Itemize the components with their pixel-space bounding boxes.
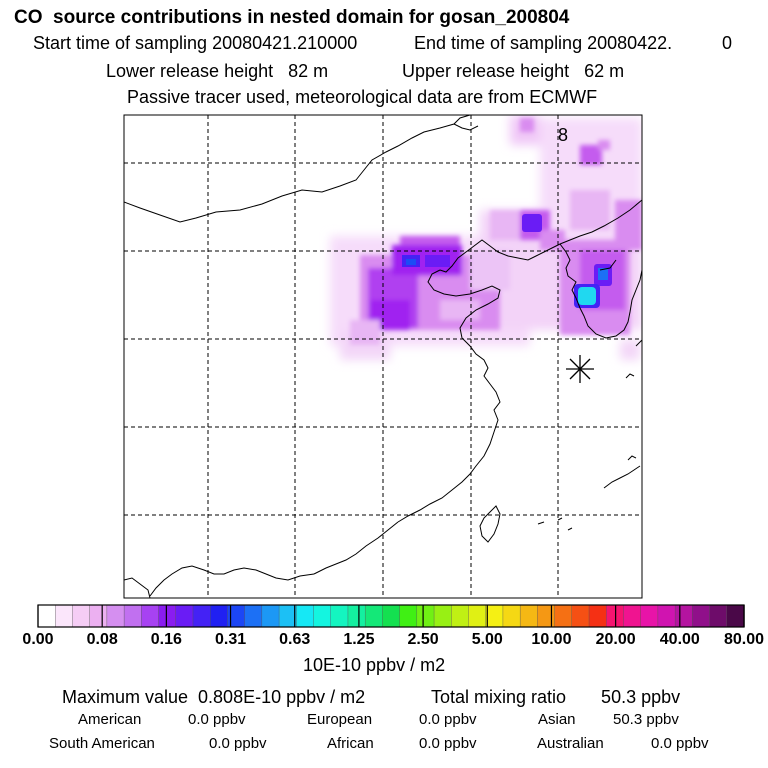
region-australian-label: Australian: [537, 735, 604, 752]
region-european-value: 0.0 ppbv: [419, 711, 477, 728]
region-african-label: African: [327, 735, 374, 752]
colorbar-tick-label: 2.50: [407, 631, 439, 648]
colorbar-cell: [709, 604, 728, 628]
colorbar-tick-label: 10.00: [531, 631, 572, 648]
colorbar-cell: [175, 604, 194, 628]
colorbar-cell: [537, 604, 556, 628]
colorbar-tick-label: 0.31: [214, 631, 247, 648]
colorbar-cell: [89, 604, 108, 628]
region-south-american-value: 0.0 ppbv: [209, 735, 267, 752]
colorbar-cell: [571, 604, 590, 628]
colorbar-cell: [37, 604, 56, 628]
colorbar-cell: [123, 604, 143, 628]
region-asian-label: Asian: [538, 711, 576, 728]
colorbar-cell: [657, 604, 676, 628]
colorbar-cell: [485, 604, 504, 628]
colorbar-cell: [158, 604, 177, 628]
plume-layer: [330, 115, 642, 360]
colorbar-cell: [55, 604, 74, 628]
graticule: [124, 115, 642, 598]
colorbar-cell: [192, 604, 211, 628]
map-frame: [123, 114, 643, 599]
colorbar-tick-label: 0.16: [150, 631, 182, 648]
colorbar-cell: [364, 604, 384, 628]
colorbar-cell: [451, 604, 470, 628]
colorbar-cell: [623, 604, 642, 628]
colorbar-unit-label: 10E-10 ppbv / m2: [303, 655, 446, 675]
colorbar-cell: [416, 604, 435, 628]
colorbar-cell: [399, 604, 418, 628]
plume-core: [402, 214, 612, 308]
asterisk-icon: [566, 355, 594, 383]
region-australian-value: 0.0 ppbv: [651, 735, 709, 752]
colorbar-cell: [640, 604, 659, 628]
region-african-value: 0.0 ppbv: [419, 735, 477, 752]
upper-release-height: Upper release height 62 m: [402, 61, 625, 81]
colorbar-cell: [261, 604, 280, 628]
colorbar-cell: [209, 604, 229, 628]
colorbar-cell: [106, 604, 125, 628]
colorbar-cell: [347, 604, 366, 628]
colorbar-cell: [519, 604, 539, 628]
colorbar-tick-label: 0.63: [279, 631, 311, 648]
colorbar-tick-label: 0.08: [86, 631, 118, 648]
colorbar-cell: [382, 604, 401, 628]
colorbar-cells: [37, 604, 745, 628]
colorbar-cell: [141, 604, 160, 628]
colorbar-tick-label: 40.00: [659, 631, 700, 648]
colorbar-cell: [433, 604, 452, 628]
total-mixing-ratio: Total mixing ratio 50.3 ppbv: [431, 687, 681, 707]
colorbar-tick-label: 1.25: [343, 631, 375, 648]
region-european-label: European: [307, 711, 373, 728]
colorbar-cell: [554, 604, 573, 628]
region-american-value: 0.0 ppbv: [188, 711, 246, 728]
colorbar-cell: [72, 604, 91, 628]
colorbar-tick-label: 5.00: [471, 631, 503, 648]
colorbar-cell: [674, 604, 694, 628]
colorbar-tick-label: 0.00: [22, 631, 54, 648]
colorbar-tick-label: 80.00: [723, 631, 764, 648]
colorbar-cell: [692, 604, 711, 628]
colorbar-cell: [244, 604, 263, 628]
tracer-note: Passive tracer used, meteorological data…: [127, 87, 598, 107]
colorbar-tick-label: 20.00: [595, 631, 636, 648]
end-time-label: End time of sampling 20080422.: [414, 33, 673, 53]
map-corner-label: 8: [558, 125, 568, 145]
maximum-value: Maximum value 0.808E-10 ppbv / m2: [62, 687, 366, 707]
colorbar-cell: [502, 604, 521, 628]
region-south-american-label: South American: [49, 735, 155, 752]
region-asian-value: 50.3 ppbv: [613, 711, 679, 728]
colorbar-cell: [296, 604, 315, 628]
region-american-label: American: [78, 711, 142, 728]
colorbar-major-ticks: [37, 605, 745, 627]
colorbar-cell: [726, 604, 745, 628]
figure-title: CO source contributions in nested domain…: [14, 7, 570, 28]
end-time-value: 0: [722, 33, 733, 53]
colorbar-cell: [313, 604, 332, 628]
colorbar-cell: [330, 604, 349, 628]
colorbar-cell: [468, 604, 487, 628]
lower-release-height: Lower release height 82 m: [106, 61, 329, 81]
colorbar-cell: [588, 604, 607, 628]
start-time-label: Start time of sampling 20080421.210000: [33, 33, 358, 53]
